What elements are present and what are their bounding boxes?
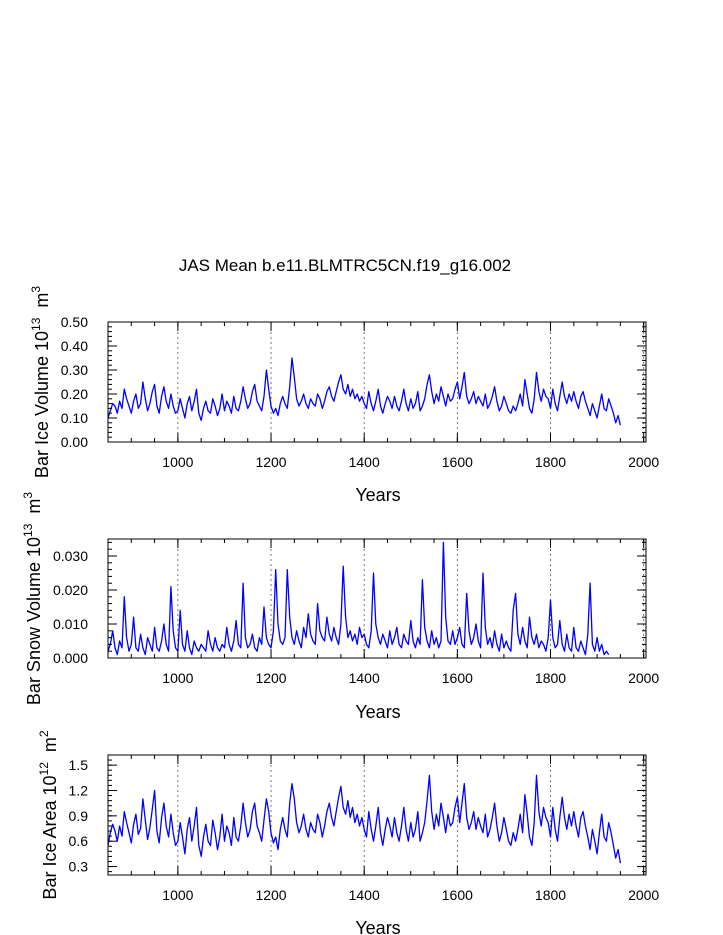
y-tick-label: 1.2 [69, 782, 89, 798]
plot-frame [107, 754, 647, 876]
chart-title: JAS Mean b.e11.BLMTRC5CN.f19_g16.002 [179, 256, 511, 275]
y-tick-label: 0.9 [69, 808, 89, 824]
panel-snow-volume: 1000 1200 1400 1600 1800 2000 0.000 0.010 0.020 0… [21, 492, 659, 722]
x-tick-label: 2000 [628, 454, 659, 470]
plot-frame [107, 321, 647, 443]
x-tick-label: 2000 [628, 670, 659, 686]
x-tick-label: 1400 [349, 670, 380, 686]
y-tick-label: 0.030 [53, 548, 88, 564]
x-tick-label: 1800 [535, 887, 566, 903]
y-tick-label: 0.40 [61, 338, 88, 354]
x-tick-label: 1600 [442, 454, 473, 470]
y-tick-label: 0.3 [69, 859, 89, 875]
x-axis-label: Years [355, 702, 400, 722]
y-tick-label: 0.000 [53, 650, 88, 666]
x-axis-label: Years [355, 918, 400, 935]
y-tick-label: 0.020 [53, 582, 88, 598]
y-tick-label: 1.5 [69, 757, 89, 773]
x-tick-label: 2000 [628, 887, 659, 903]
y-tick-label: 0.10 [61, 410, 88, 426]
series-line [107, 774, 622, 864]
series-line [107, 357, 622, 426]
x-tick-label: 1000 [162, 670, 193, 686]
x-tick-label: 1800 [535, 454, 566, 470]
x-tick-label: 1200 [255, 670, 286, 686]
y-tick-label: 0.00 [61, 434, 88, 450]
x-tick-label: 1000 [162, 887, 193, 903]
plot-frame [107, 538, 647, 659]
x-tick-label: 1600 [442, 670, 473, 686]
panel-ice-volume: 1000 1200 1400 1600 1800 2000 0.00 0.10 0.20 0.30… [29, 286, 659, 505]
x-tick-label: 1800 [535, 670, 566, 686]
y-tick-label: 0.6 [69, 833, 89, 849]
x-tick-label: 1200 [255, 887, 286, 903]
y-tick-label: 0.010 [53, 616, 88, 632]
y-tick-label: 0.30 [61, 362, 88, 378]
y-axis-label: Bar Ice Area 1012 m2 [37, 730, 60, 899]
y-tick-label: 0.50 [61, 314, 88, 330]
x-tick-label: 1400 [349, 887, 380, 903]
x-tick-label: 1600 [442, 887, 473, 903]
y-axis-label: Bar Ice Volume 1013 m3 [29, 286, 52, 478]
y-tick-label: 0.20 [61, 386, 88, 402]
y-axis-label: Bar Snow Volume 1013 m3 [21, 492, 44, 705]
x-tick-label: 1400 [349, 454, 380, 470]
panel-ice-area: 1000 1200 1400 1600 1800 2000 0.3 0.6 0.9 1.2 1.5 Y… [37, 730, 659, 935]
x-tick-label: 1200 [255, 454, 286, 470]
x-axis-label: Years [355, 485, 400, 505]
x-tick-label: 1000 [162, 454, 193, 470]
series-line [107, 541, 610, 656]
